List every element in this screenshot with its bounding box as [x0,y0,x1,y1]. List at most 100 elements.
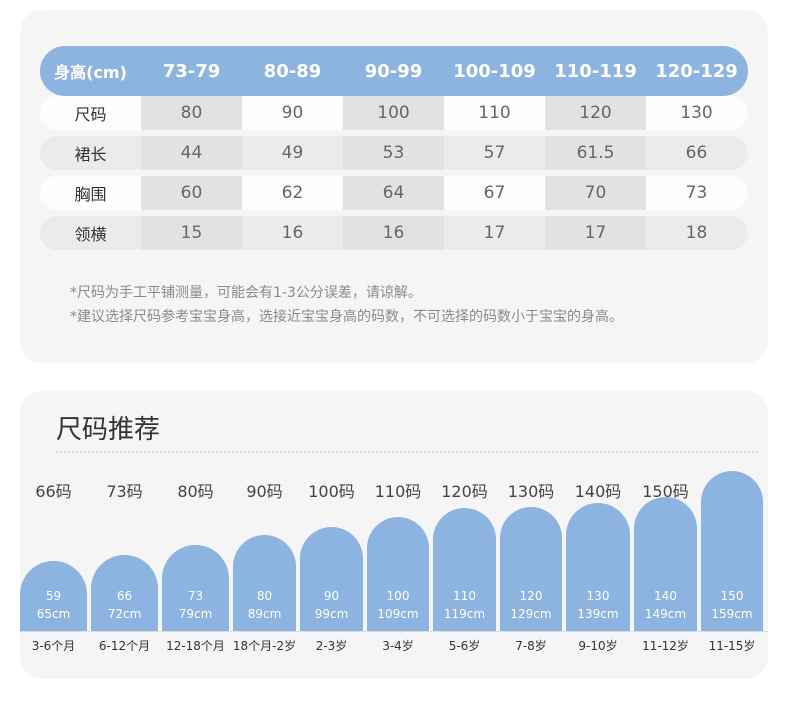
row-label: 领横 [74,225,107,244]
age-label: 11-12岁 [642,639,689,653]
table-cell: 16 [343,216,444,250]
size-bar: 66 72cm [91,555,158,631]
bar-value-top: 66 [116,589,133,603]
size-code-label: 150码 [642,482,689,501]
age-label: 11-15岁 [708,639,756,653]
table-cell: 16 [281,223,304,243]
size-bar: 59 65cm [20,561,87,631]
table-cell: 80 [141,96,242,130]
bar-value-top: 150 [720,589,744,603]
bar-value-height: 129cm [510,607,552,621]
measure-note: *尺码为手工平铺测量，可能会有1-3公分误差，请谅解。 [70,285,422,301]
table-cell: 53 [343,136,444,170]
table-cell: 100 [343,96,444,130]
table-cell: 49 [281,143,304,163]
bar-value-top: 73 [187,589,204,603]
age-label: 3-6个月 [31,639,76,653]
age-label: 12-18个月 [166,639,225,653]
bar-value-top: 120 [519,589,543,603]
bar-value-height: 89cm [247,607,282,621]
size-bar: 150 159cm [701,471,763,631]
table-cell: 130 [680,103,713,123]
recommendation-title: 尺码推荐 [56,415,161,445]
size-table-header: 身高(cm) 73-79 80-89 90-99 100-109 110-119… [40,46,748,96]
age-label: 3-4岁 [382,639,414,653]
table-cell: 110 [478,103,511,123]
size-code-label: 66码 [35,482,72,501]
bar-value-height: 99cm [314,607,349,621]
size-bar: 90 99cm [300,527,363,631]
size-code-label: 140码 [574,482,622,501]
size-bar: 110 119cm [433,508,496,631]
bar-value-top: 90 [323,589,340,603]
table-cell: 15 [141,216,242,250]
bar-value-height: 149cm [644,607,687,621]
bar-value-top: 110 [453,589,476,603]
table-cell: 120 [545,96,646,130]
table-cell: 66 [685,143,708,163]
size-chart-card: 身高(cm) 73-79 80-89 90-99 100-109 110-119… [20,10,768,363]
age-label: 6-12个月 [98,639,151,653]
size-bar: 120 129cm [500,507,562,631]
row-label: 尺码 [74,105,107,124]
header-col: 73-79 [162,60,221,82]
header-col: 120-129 [655,60,738,82]
size-recommendation-card: 尺码推荐 66码 59 65cm 3-6个月 73码 66 72cm 6-12个月 80码 73 7… [20,391,768,679]
age-label: 5-6岁 [448,639,481,653]
table-cell: 62 [281,183,304,203]
size-code-label: 73码 [106,482,143,501]
bar-value-top: 80 [256,589,273,603]
baseline-divider [20,631,768,632]
bar-value-height: 119cm [443,607,486,621]
age-label: 7-8岁 [515,639,547,653]
table-cell: 61.5 [545,136,646,170]
bar-value-height: 159cm [711,607,753,621]
table-cell: 60 [141,176,242,210]
size-code-label: 100码 [308,482,355,501]
table-cell: 44 [141,136,242,170]
size-code-label: 120码 [441,482,488,501]
size-bar: 73 79cm [162,545,229,631]
size-bar: 80 89cm [233,535,296,631]
bar-value-height: 139cm [577,607,619,621]
bar-value-top: 130 [586,589,610,603]
bar-value-height: 109cm [377,607,419,621]
table-cell: 18 [685,223,708,243]
age-label: 18个月-2岁 [232,639,297,653]
table-cell: 90 [281,103,304,123]
size-code-label: 90码 [246,482,283,501]
bar-value-top: 59 [45,589,62,603]
size-code-label: 80码 [177,482,214,501]
header-col: 90-99 [364,60,423,82]
bar-value-height: 65cm [36,607,71,621]
table-row-length: 裙长 44 49 53 57 61.5 66 [40,136,748,170]
selection-note: *建议选择尺码参考宝宝身高，选接近宝宝身高的码数，不可选择的码数小于宝宝的身高。 [70,309,623,325]
table-cell: 67 [483,183,506,203]
header-col: 110-119 [554,60,637,82]
table-cell: 57 [483,143,506,163]
dotted-divider [56,451,758,453]
table-cell: 17 [545,216,646,250]
table-row-size: 尺码 80 90 100 110 120 130 [40,96,748,130]
table-row-chest: 胸围 60 62 64 67 70 73 [40,176,748,210]
table-cell: 70 [545,176,646,210]
bar-value-top: 140 [654,589,677,603]
bar-value-top: 100 [386,589,410,603]
row-label: 胸围 [74,185,107,204]
header-col: 80-89 [263,60,322,82]
size-code-label: 110码 [374,482,422,501]
age-label: 2-3岁 [315,639,348,653]
table-row-collar: 领横 15 16 16 17 17 18 [40,216,748,250]
size-bar: 140 149cm [634,497,697,631]
table-cell: 17 [483,223,506,243]
header-col: 100-109 [453,60,536,82]
age-label: 9-10岁 [578,639,618,653]
row-label: 裙长 [74,145,107,164]
bar-value-height: 79cm [178,607,213,621]
bar-value-height: 72cm [107,607,142,621]
table-cell: 73 [685,183,708,203]
table-cell: 64 [343,176,444,210]
header-label: 身高(cm) [54,63,127,82]
size-bar: 130 139cm [566,503,630,631]
size-bar: 100 109cm [367,517,429,631]
